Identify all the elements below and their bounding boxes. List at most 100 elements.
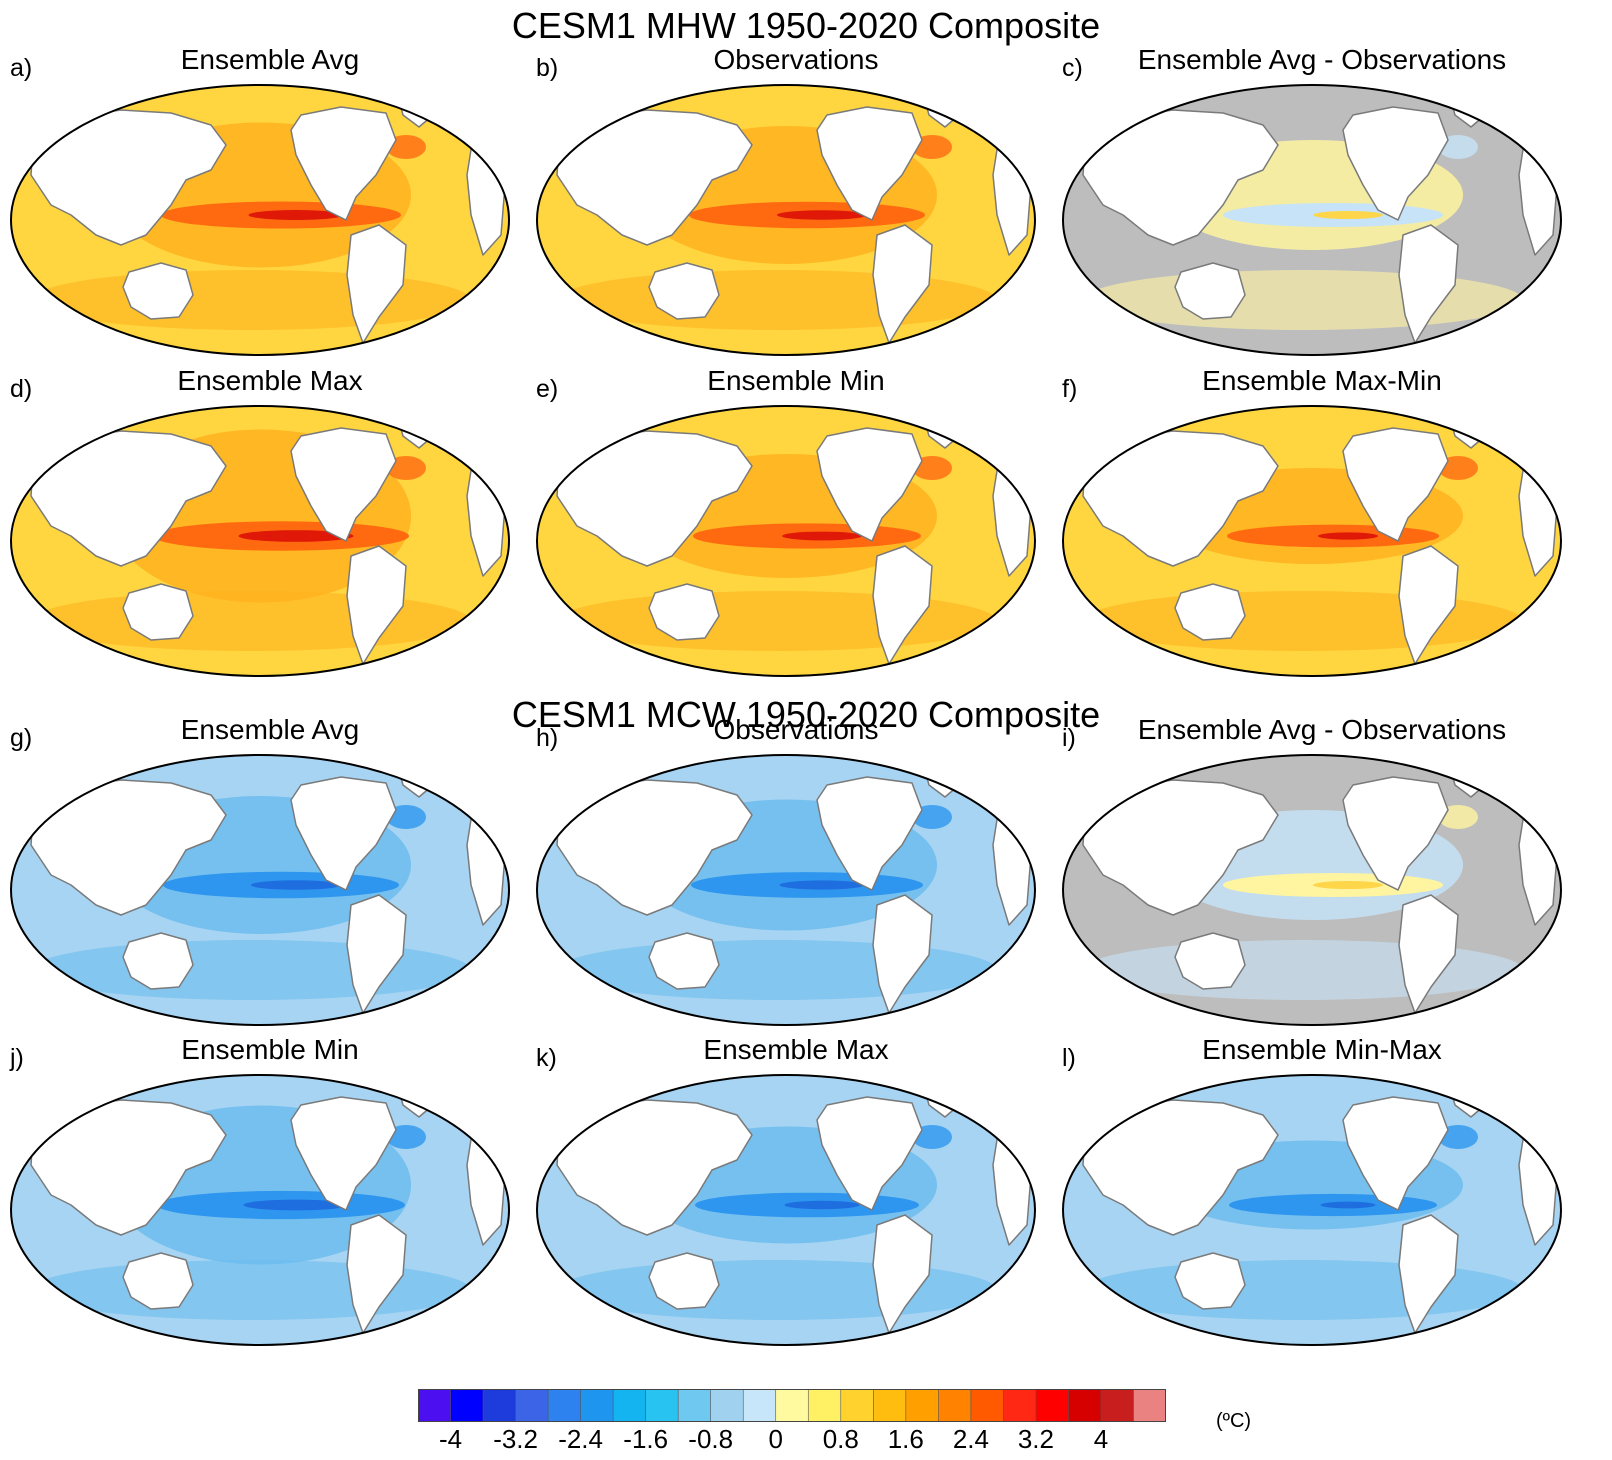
- equatorial-anomaly-core: [1313, 211, 1383, 219]
- map-panel: l) Ensemble Min-Max: [1062, 1034, 1582, 1346]
- colorbar-tick-label: 1.6: [887, 1424, 924, 1454]
- south-america-landmass: [346, 224, 407, 344]
- colorbar-swatch: [645, 1389, 679, 1422]
- colorbar-swatch: [1035, 1389, 1070, 1422]
- map-border: [1062, 754, 1562, 1026]
- south-america-landmass: [346, 894, 407, 1014]
- colorbar-swatch: [938, 1389, 972, 1422]
- australia-landmass: [1174, 932, 1246, 990]
- map-panel: i) Ensemble Avg - Observations: [1062, 714, 1582, 1026]
- map-border: [1062, 84, 1562, 356]
- colorbar-swatch: [515, 1389, 549, 1422]
- australia-landmass: [1174, 1252, 1246, 1310]
- colorbar-tick-label: 3.2: [1017, 1424, 1054, 1454]
- panel-title: Ensemble Max: [703, 1034, 889, 1065]
- asia-landmass: [30, 1099, 227, 1236]
- panel-title: Ensemble Min-Max: [1202, 1034, 1442, 1065]
- south-america-landmass: [346, 545, 407, 665]
- colorbar-swatch: [418, 1389, 452, 1422]
- robinson-map: [536, 1074, 1036, 1346]
- colorbar-swatch: [580, 1389, 614, 1422]
- panel-title: Ensemble Avg - Observations: [1137, 714, 1507, 745]
- robinson-map: [1062, 1074, 1562, 1346]
- south-america-landmass: [872, 1214, 933, 1334]
- colorbar-swatch: [872, 1389, 907, 1422]
- asia-landmass: [30, 109, 227, 246]
- south-america-landmass: [1398, 894, 1459, 1014]
- north-america-landmass: [290, 106, 397, 221]
- south-america-landmass: [1398, 224, 1459, 344]
- map-panel: b) Observations: [536, 44, 1056, 356]
- robinson-map: [1062, 754, 1562, 1026]
- robinson-map: [1062, 84, 1562, 356]
- robinson-map: [536, 405, 1036, 677]
- colorbar-swatch: [1068, 1389, 1102, 1422]
- panel-letter: l): [1062, 1044, 1076, 1072]
- robinson-map: [536, 754, 1036, 1026]
- panel-letter: b): [536, 54, 559, 82]
- colorbar-tick-label: -3.2: [493, 1424, 538, 1454]
- panel-letter: e): [536, 375, 559, 403]
- map-border: [10, 1074, 510, 1346]
- mhw-composite-title: CESM1 MHW 1950-2020 Composite: [511, 5, 1101, 46]
- panel-title: Ensemble Avg: [180, 714, 360, 745]
- asia-landmass: [556, 1099, 753, 1236]
- colorbar-swatch: [970, 1389, 1005, 1422]
- north-america-landmass: [816, 427, 923, 542]
- panel-title: Ensemble Min: [707, 365, 885, 396]
- panel-letter: d): [10, 375, 33, 403]
- asia-landmass: [556, 779, 753, 916]
- robinson-map: [10, 1074, 510, 1346]
- panel-title: Ensemble Avg - Observations: [1137, 44, 1507, 75]
- north-america-landmass: [1342, 1096, 1449, 1211]
- equatorial-anomaly-core: [251, 880, 341, 890]
- colorbar-swatch: [1133, 1389, 1166, 1422]
- robinson-map: [1062, 405, 1562, 677]
- australia-landmass: [648, 1252, 720, 1310]
- map-panel: k) Ensemble Max: [536, 1034, 1056, 1346]
- panel-letter: c): [1062, 54, 1083, 82]
- australia-landmass: [648, 583, 720, 641]
- panel-title: Observations: [713, 714, 879, 745]
- equatorial-anomaly-core: [243, 1199, 349, 1211]
- panel-letter: k): [536, 1044, 557, 1072]
- robinson-map: [10, 84, 510, 356]
- asia-landmass: [1082, 430, 1279, 567]
- north-america-landmass: [290, 776, 397, 891]
- equatorial-anomaly-core: [777, 210, 867, 220]
- equatorial-anomaly-core: [248, 210, 344, 220]
- south-america-landmass: [872, 545, 933, 665]
- colorbar-swatch: [840, 1389, 874, 1422]
- panel-letter: a): [10, 54, 33, 82]
- panel-letter: i): [1062, 724, 1076, 752]
- north-america-landmass: [816, 106, 923, 221]
- panel-title: Ensemble Max-Min: [1202, 365, 1442, 396]
- map-panel: g) Ensemble Avg: [10, 714, 530, 1026]
- colorbar-tick-label: -4: [438, 1424, 463, 1454]
- map-panel: h) Observations: [536, 714, 1056, 1026]
- colorbar-swatch: [450, 1389, 484, 1422]
- robinson-map: [10, 405, 510, 677]
- map-panel: j) Ensemble Min: [10, 1034, 530, 1346]
- colorbar-tick-label: 0.8: [822, 1424, 859, 1454]
- colorbar-tick-label: 2.4: [952, 1424, 989, 1454]
- panel-title: Ensemble Max: [177, 365, 363, 396]
- colorbar-swatch: [547, 1389, 582, 1422]
- south-america-landmass: [346, 1214, 407, 1334]
- colorbar-swatch: [1003, 1389, 1037, 1422]
- map-panel: c) Ensemble Avg - Observations: [1062, 44, 1582, 356]
- colorbar-tick-label: -1.6: [623, 1424, 669, 1454]
- map-border: [536, 84, 1036, 356]
- australia-landmass: [122, 932, 194, 990]
- colorbar-outline: [418, 1389, 1166, 1422]
- equatorial-anomaly-core: [1320, 1201, 1376, 1209]
- south-america-landmass: [872, 894, 933, 1014]
- colorbar-swatch: [905, 1389, 940, 1422]
- equatorial-anomaly-core: [779, 880, 865, 890]
- australia-landmass: [122, 262, 194, 320]
- mcw-composite-title: CESM1 MCW 1950-2020 Composite: [511, 694, 1101, 735]
- colorbar-tick-label: -0.8: [688, 1424, 734, 1454]
- south-america-landmass: [1398, 1214, 1459, 1334]
- australia-landmass: [1174, 262, 1246, 320]
- colorbar-swatch: [1100, 1389, 1135, 1422]
